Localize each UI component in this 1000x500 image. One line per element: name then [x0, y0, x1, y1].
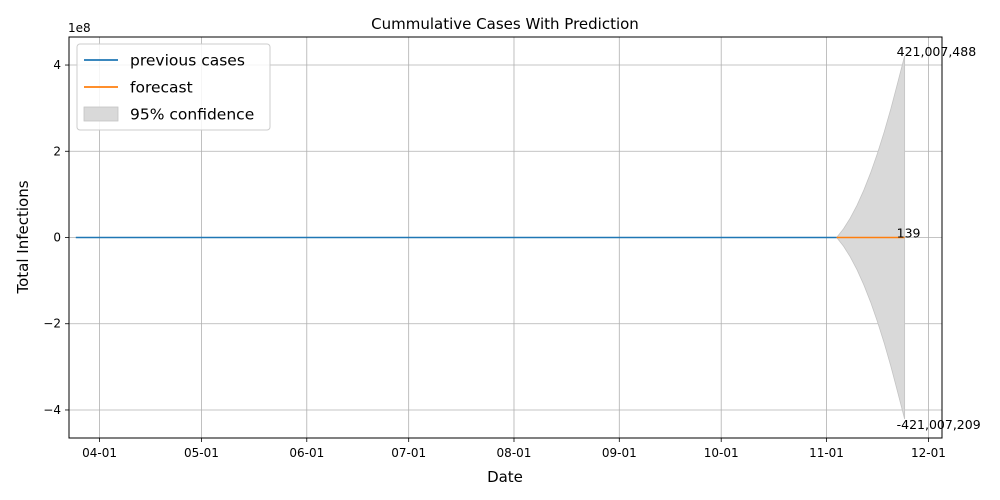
legend-label: forecast [130, 79, 193, 97]
y-tick-label: 2 [53, 144, 61, 158]
y-tick-label: −2 [43, 317, 61, 331]
annotations: 421,007,488 139 -421,007,209 [897, 44, 981, 432]
x-ticks: 04-01 05-01 06-01 07-01 08-01 09-01 10-01 11-01… [82, 438, 946, 460]
y-tick-label: 4 [53, 58, 61, 72]
x-tick-label: 11-01 [809, 446, 844, 460]
x-tick-label: 08-01 [497, 446, 532, 460]
legend-label: 95% confidence [130, 106, 254, 124]
x-tick-label: 10-01 [704, 446, 739, 460]
chart-title: Cummulative Cases With Prediction [371, 15, 639, 33]
annotation-label: 139 [897, 225, 921, 240]
x-tick-label: 05-01 [184, 446, 219, 460]
x-axis-label: Date [487, 468, 523, 486]
y-exponent-label: 1e8 [68, 21, 91, 35]
legend-swatch-area [83, 106, 119, 122]
y-ticks: −4 −2 0 2 4 [43, 58, 69, 417]
y-tick-label: −4 [43, 403, 61, 417]
y-axis-label: Total Infections [14, 180, 32, 294]
x-tick-label: 12-01 [911, 446, 946, 460]
legend-label: previous cases [130, 52, 245, 70]
x-tick-label: 06-01 [289, 446, 324, 460]
x-tick-label: 04-01 [82, 446, 117, 460]
annotation-label: -421,007,209 [897, 417, 981, 432]
annotation-label: 421,007,488 [897, 44, 977, 59]
legend: previous cases forecast 95% confidence [76, 43, 271, 131]
x-tick-label: 07-01 [391, 446, 426, 460]
x-tick-label: 09-01 [602, 446, 637, 460]
legend-box [76, 43, 271, 131]
y-tick-label: 0 [53, 231, 61, 245]
